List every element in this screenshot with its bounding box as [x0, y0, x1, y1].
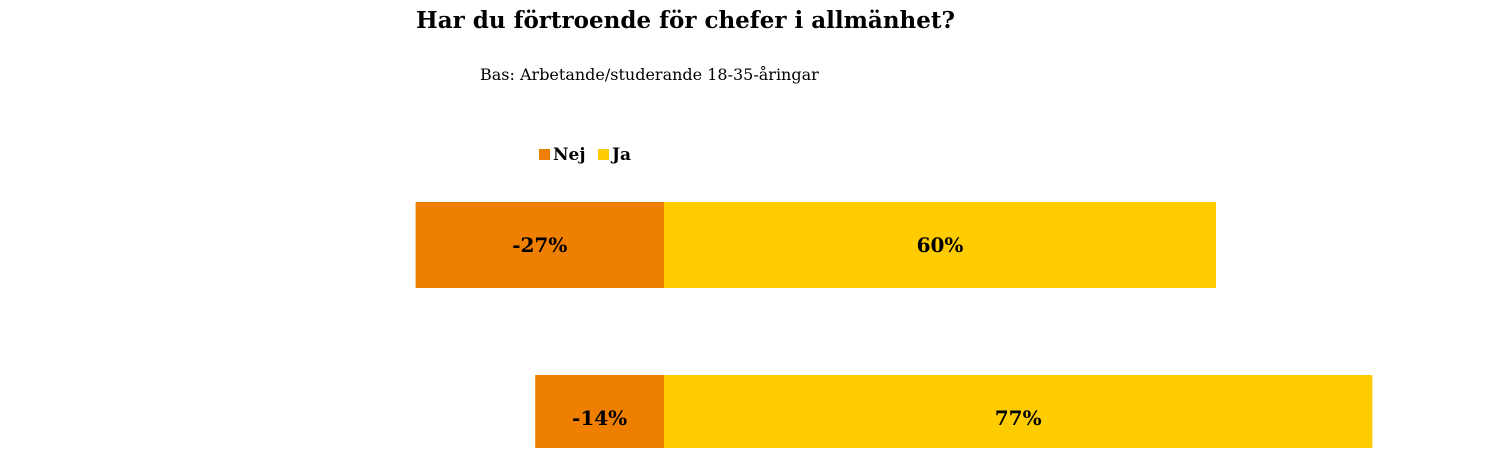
bar-label-ja-2: 77% — [995, 406, 1042, 430]
bar-ja-1 — [664, 202, 1216, 288]
bar-nej-2 — [535, 375, 664, 452]
bars — [415, 202, 1373, 452]
bar-labels: -27% -14% 60% 77% — [512, 233, 1041, 430]
legend-swatch-nej — [539, 149, 550, 160]
bar-label-ja-1: 60% — [917, 233, 964, 257]
bar-nej-1 — [415, 202, 664, 288]
legend-label-nej: Nej — [553, 145, 586, 165]
bar-label-nej-2: -14% — [572, 406, 627, 430]
legend-swatch-ja — [598, 149, 609, 160]
legend-label-ja: Ja — [610, 145, 631, 165]
bar-ja-2 — [664, 375, 1373, 452]
legend: Nej Ja — [539, 145, 631, 165]
chart-title: Har du förtroende för chefer i allmänhet… — [416, 7, 955, 34]
bar-label-nej-1: -27% — [512, 233, 567, 257]
chart-subtitle: Bas: Arbetande/studerande 18-35-åringar — [480, 65, 819, 84]
